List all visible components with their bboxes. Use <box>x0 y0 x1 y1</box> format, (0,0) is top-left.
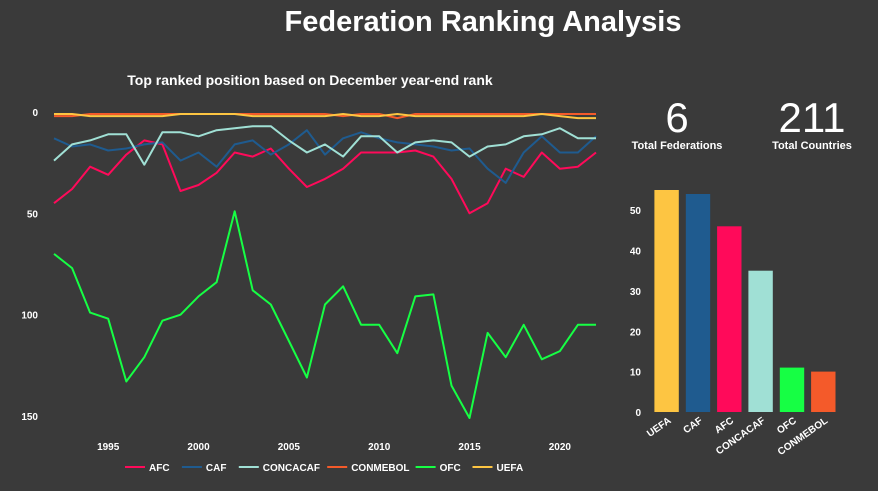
x-tick-label: 2015 <box>458 442 481 453</box>
bar-ofc <box>779 367 805 412</box>
bar-category-label: UEFA <box>645 415 673 439</box>
bar-category-label: CAF <box>682 415 705 436</box>
series-line-conmebol <box>54 113 596 120</box>
x-tick-label: 2020 <box>549 442 572 453</box>
bar-y-tick-label: 40 <box>630 247 642 258</box>
bar-y-tick-label: 0 <box>635 408 641 419</box>
bar-afc <box>717 226 742 412</box>
legend-label-conmebol: CONMEBOL <box>351 463 409 474</box>
bar-uefa <box>654 190 679 412</box>
federations-stat: 6 Total Federations <box>617 94 737 153</box>
federations-label: Total Federations <box>631 140 723 152</box>
line-chart-title: Top ranked position based on December ye… <box>127 72 493 88</box>
series-line-caf <box>53 129 597 184</box>
countries-label: Total Countries <box>772 140 852 152</box>
countries-stat: 211 Total Countries <box>752 94 872 153</box>
bar-concacaf <box>748 270 773 412</box>
bar-y-tick-label: 30 <box>630 287 642 298</box>
legend-label-ofc: OFC <box>440 463 461 474</box>
bar-category-label: OFC <box>775 415 799 436</box>
federations-count: 6 <box>665 94 689 141</box>
bar-category-label: AFC <box>713 415 736 436</box>
y-tick-label: 150 <box>21 412 38 423</box>
series-line-concacaf <box>53 125 596 166</box>
x-tick-label: 2000 <box>187 442 210 453</box>
page-title: Federation Ranking Analysis <box>284 6 682 38</box>
bar-y-tick-label: 10 <box>630 368 642 379</box>
bar-y-tick-label: 50 <box>630 206 642 217</box>
legend-label-concacaf: CONCACAF <box>263 463 320 474</box>
series-line-afc <box>53 139 597 215</box>
series-line-uefa <box>54 113 596 120</box>
legend-label-caf: CAF <box>206 463 227 474</box>
series-line-ofc <box>53 210 596 419</box>
x-tick-label: 1995 <box>97 442 120 453</box>
bar-y-tick-label: 20 <box>630 327 642 338</box>
bar-caf <box>685 194 711 412</box>
legend-label-afc: AFC <box>149 463 170 474</box>
x-tick-label: 2010 <box>368 442 391 453</box>
y-tick-label: 50 <box>27 209 39 220</box>
y-tick-label: 100 <box>21 311 38 322</box>
countries-count: 211 <box>778 94 846 141</box>
ranking-line-chart: Top ranked position based on December ye… <box>21 72 597 474</box>
y-tick-label: 0 <box>32 108 38 119</box>
bar-conmebol <box>811 371 836 412</box>
legend-label-uefa: UEFA <box>497 463 524 474</box>
x-tick-label: 2005 <box>278 442 301 453</box>
